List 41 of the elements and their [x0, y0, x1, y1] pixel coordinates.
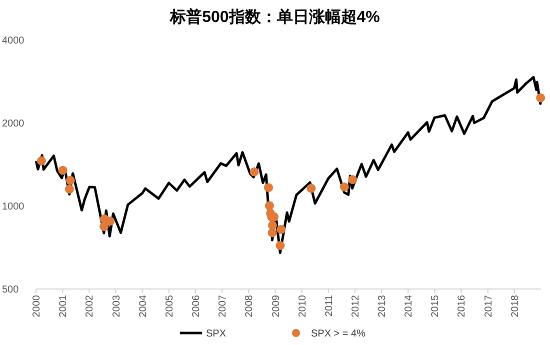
point [268, 220, 277, 230]
x-tick-label: 2000 [32, 294, 42, 318]
point [64, 184, 74, 194]
x-tick-label: 2015 [430, 294, 442, 318]
x-tick-label: 2004 [138, 294, 149, 318]
x-tick-label: 2007 [218, 294, 229, 318]
x-tick-label: 2012 [350, 294, 362, 318]
y-tick-label: 500 [2, 284, 20, 296]
y-tick-label: 2000 [2, 118, 25, 130]
x-tick-label: 2016 [456, 294, 468, 318]
point [276, 241, 285, 250]
point [250, 167, 259, 176]
x-tick-label: 2001 [58, 294, 70, 318]
x-tick-label: 2006 [191, 294, 202, 318]
x-tick-label: 2003 [111, 294, 122, 318]
point [58, 166, 68, 175]
point [306, 184, 316, 193]
point [264, 183, 273, 192]
point [36, 156, 46, 166]
x-tick-label: 2010 [297, 294, 308, 318]
chart-title: 标普500指数：单日涨幅超4% [169, 7, 380, 26]
x-tick-label: 2009 [270, 294, 282, 318]
x-tick-label: 2017 [483, 294, 494, 318]
point [340, 182, 349, 192]
x-tick-label: 2011 [324, 294, 335, 317]
point [66, 176, 75, 185]
x-tick-label: 2014 [404, 294, 415, 318]
x-tick-label: 2008 [244, 294, 256, 318]
legend-label: SPX [206, 328, 226, 340]
legend-label: SPX > = 4% [311, 328, 366, 340]
point [536, 93, 546, 102]
point [106, 216, 115, 226]
point [348, 175, 358, 184]
point [276, 224, 286, 234]
x-tick-label: 2005 [164, 294, 176, 318]
x-tick-label: 2018 [510, 294, 521, 318]
x-tick-label: 2002 [84, 294, 96, 318]
point [264, 201, 274, 210]
x-tick-label: 2013 [377, 294, 388, 318]
y-tick-label: 4000 [2, 36, 25, 46]
y-tick-label: 1000 [2, 202, 25, 212]
